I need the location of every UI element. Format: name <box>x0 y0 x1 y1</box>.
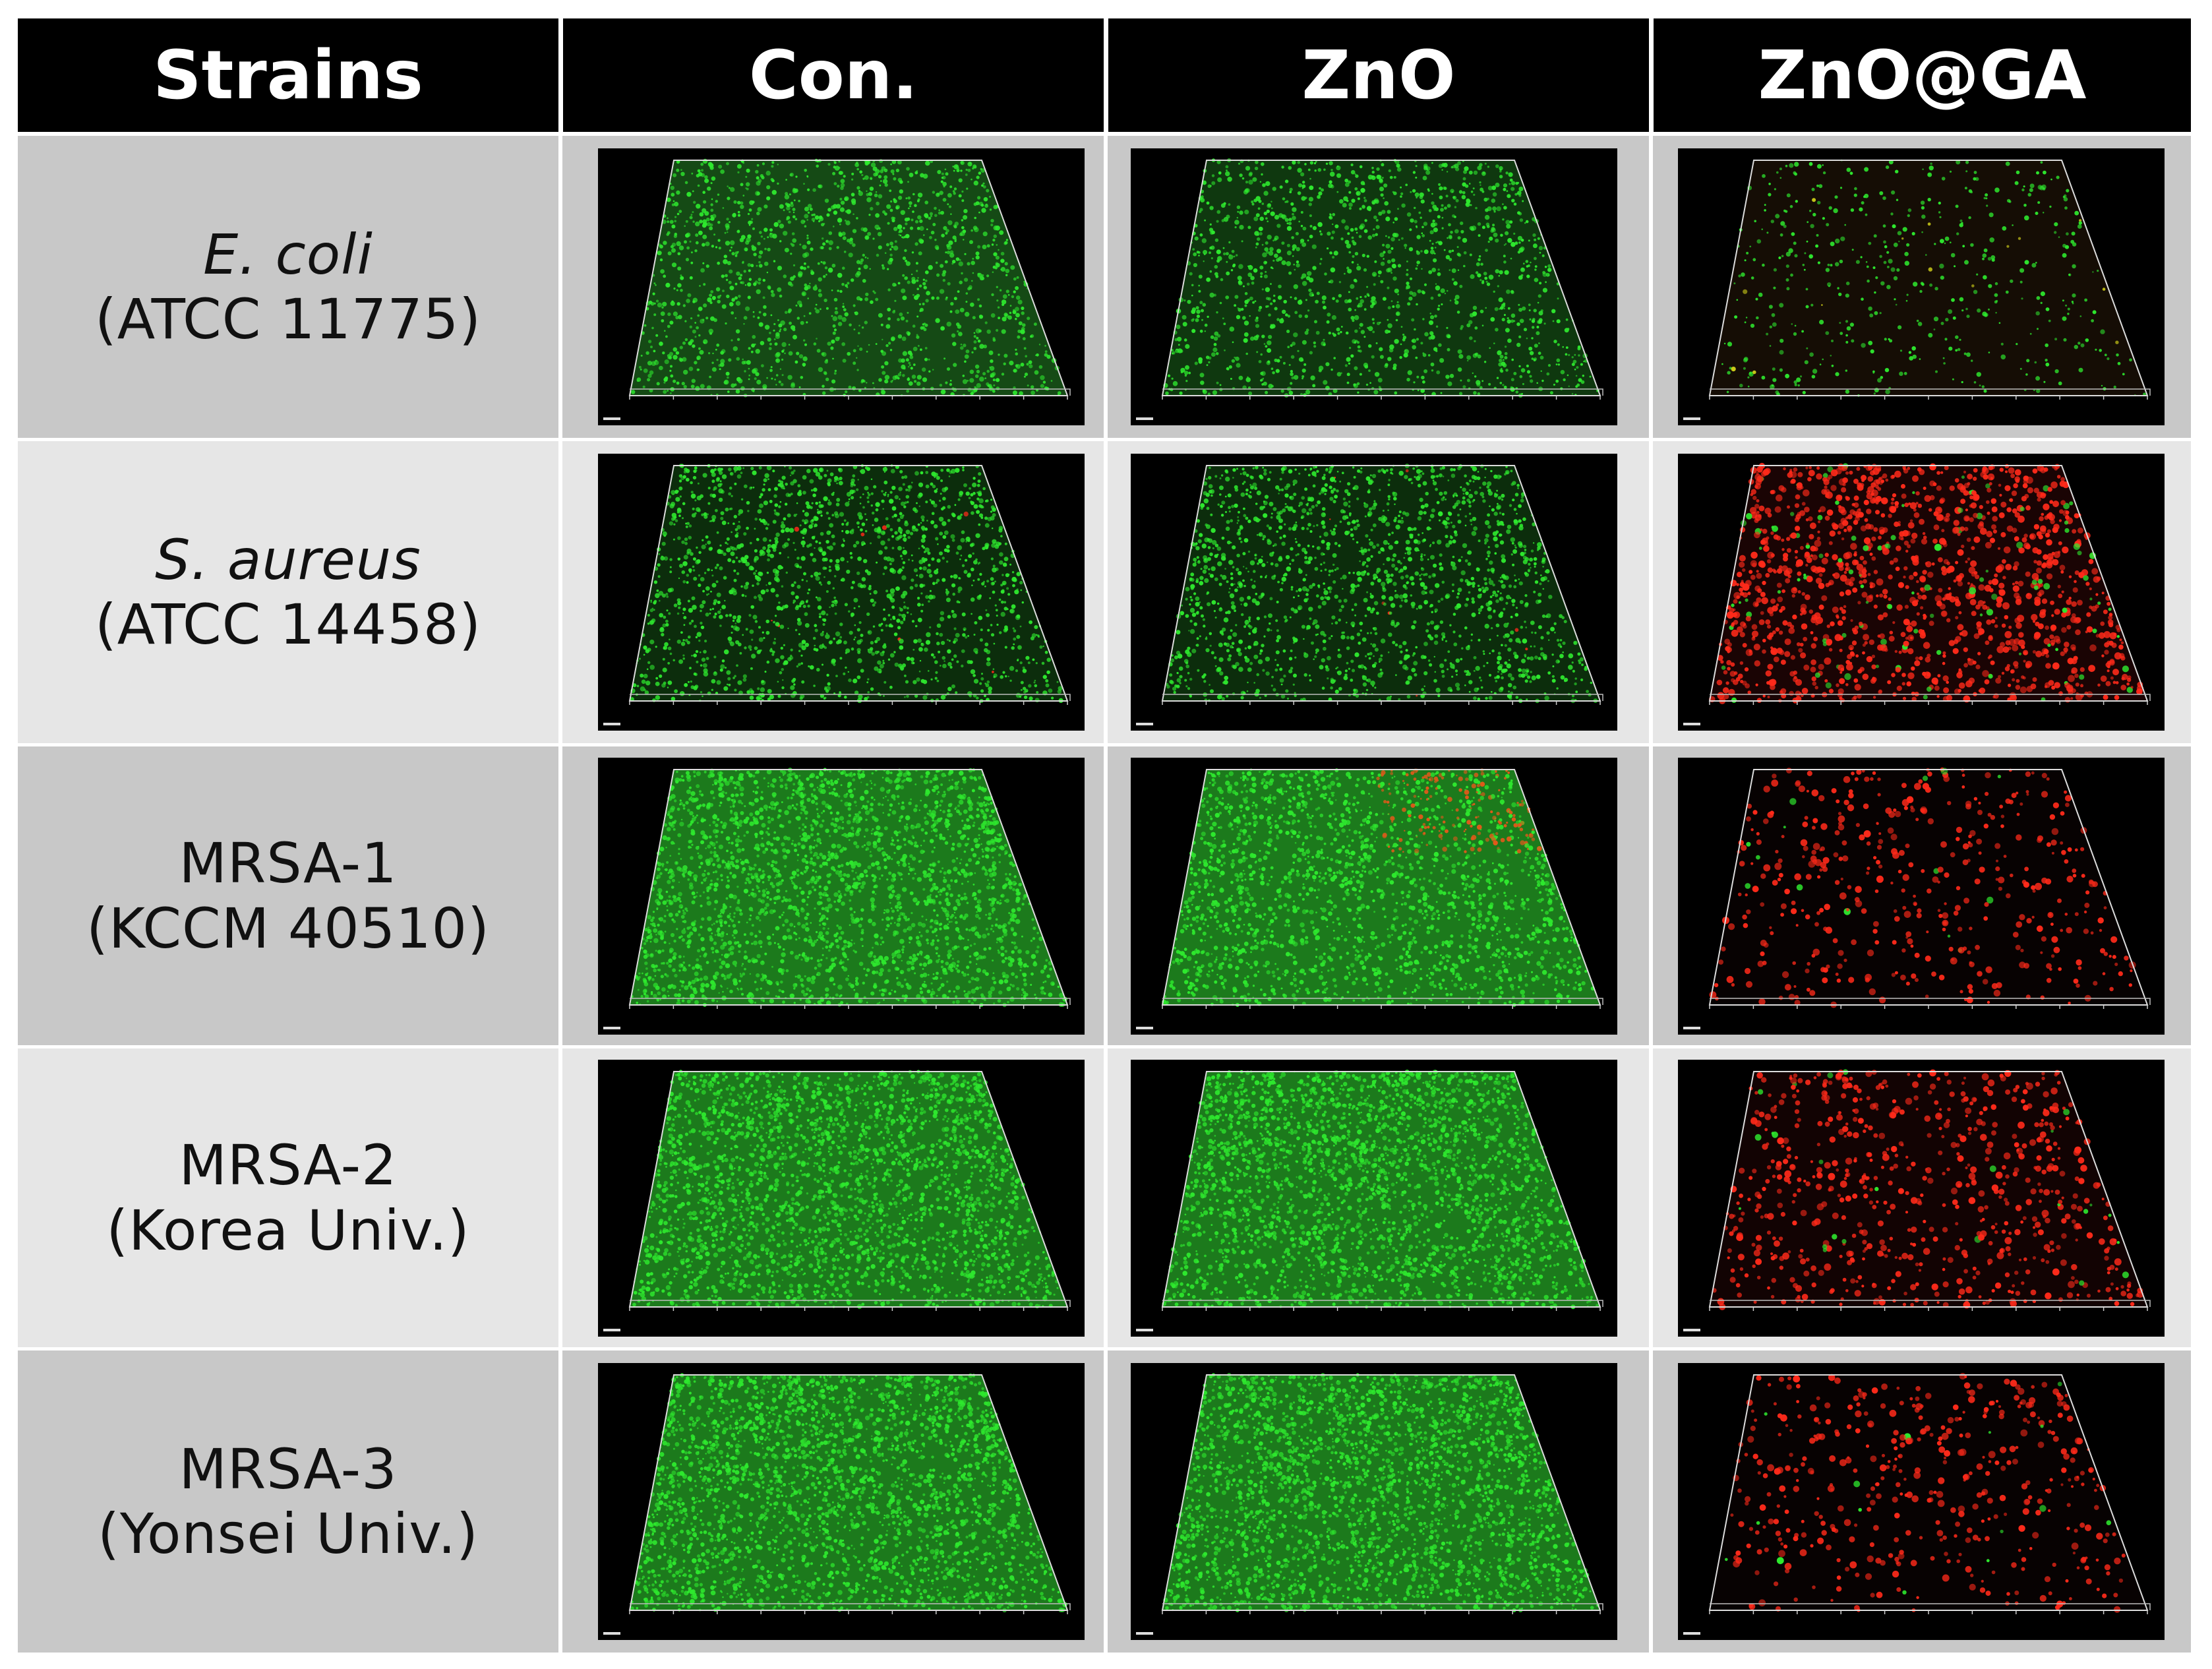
confocal-image <box>1131 1060 1617 1337</box>
confocal-image <box>1131 1363 1617 1640</box>
strain-label: MRSA-1 (KCCM 40510) <box>18 746 558 1045</box>
sample-volume <box>1710 1375 2147 1610</box>
strain-code: (KCCM 40510) <box>86 896 490 961</box>
strain-name: MRSA-3 <box>179 1437 397 1502</box>
confocal-image <box>1678 1363 2165 1640</box>
sample-volume <box>630 160 1067 396</box>
scale-bar <box>1136 1632 1153 1635</box>
cell-dots <box>1712 1069 2144 1310</box>
header-zno: ZnO <box>1108 18 1649 132</box>
scale-bar <box>1683 1632 1700 1635</box>
confocal-image <box>598 1060 1085 1337</box>
scale-bar <box>603 1329 620 1331</box>
confocal-image <box>1678 148 2165 425</box>
cell-dots <box>630 1373 1067 1613</box>
cell-dots <box>1708 462 2144 704</box>
scale-bar <box>1683 723 1700 725</box>
strain-label: MRSA-2 (Korea Univ.) <box>18 1048 558 1347</box>
scale-bar <box>603 1027 620 1029</box>
scale-bar <box>1136 417 1153 420</box>
column-divider <box>558 18 562 1653</box>
strain-label: S. aureus (ATCC 14458) <box>18 441 558 743</box>
cell-dots <box>630 464 1063 704</box>
scale-bar <box>603 1632 620 1635</box>
cell-dots <box>1165 464 1598 704</box>
header-control: Con. <box>563 18 1104 132</box>
strain-name: S. aureus <box>155 528 421 592</box>
scale-bar <box>1683 1027 1700 1029</box>
confocal-image <box>598 148 1085 425</box>
sample-volume <box>1710 1072 2147 1307</box>
cell-dots <box>1163 158 1599 398</box>
scale-bar <box>1683 1329 1700 1331</box>
strain-code: (Yonsei Univ.) <box>98 1502 479 1566</box>
confocal-image <box>1131 758 1617 1035</box>
cell-dots <box>1725 1372 2126 1613</box>
strain-label: E. coli (ATCC 11775) <box>18 136 558 438</box>
confocal-image <box>1678 758 2165 1035</box>
strain-name: MRSA-2 <box>179 1133 397 1198</box>
strain-code: (ATCC 14458) <box>95 592 481 657</box>
confocal-image <box>1678 454 2165 731</box>
cell-dots <box>630 768 1067 1008</box>
scale-bar <box>603 417 620 420</box>
cell-dots <box>1721 159 2147 397</box>
sample-volume <box>1710 160 2147 396</box>
cell-dots <box>1709 767 2136 1008</box>
confocal-image <box>1131 454 1617 731</box>
header-zno-ga: ZnO@GA <box>1654 18 2191 132</box>
strain-name: MRSA-1 <box>179 831 397 895</box>
strain-name: E. coli <box>203 222 373 287</box>
scale-bar <box>1136 1027 1153 1029</box>
cell-dots <box>1163 1372 1599 1613</box>
header-strains: Strains <box>18 18 558 132</box>
confocal-image <box>598 454 1085 731</box>
confocal-image <box>598 1363 1085 1640</box>
strain-code: (ATCC 11775) <box>95 287 481 351</box>
cell-dots <box>1162 1070 1599 1310</box>
scale-bar <box>603 723 620 725</box>
confocal-image <box>598 758 1085 1035</box>
confocal-image <box>1131 148 1617 425</box>
sample-volume <box>1710 466 2147 701</box>
cell-dots <box>632 1070 1059 1310</box>
cell-dots <box>631 158 1061 398</box>
sample-volume <box>1710 770 2147 1005</box>
strain-code: (Korea Univ.) <box>106 1198 469 1263</box>
scale-bar <box>1136 723 1153 725</box>
column-divider <box>1104 18 1108 1653</box>
column-divider <box>1649 18 1653 1653</box>
scale-bar <box>1683 417 1700 420</box>
confocal-image <box>1678 1060 2165 1337</box>
scale-bar <box>1136 1329 1153 1331</box>
strain-label: MRSA-3 (Yonsei Univ.) <box>18 1350 558 1653</box>
